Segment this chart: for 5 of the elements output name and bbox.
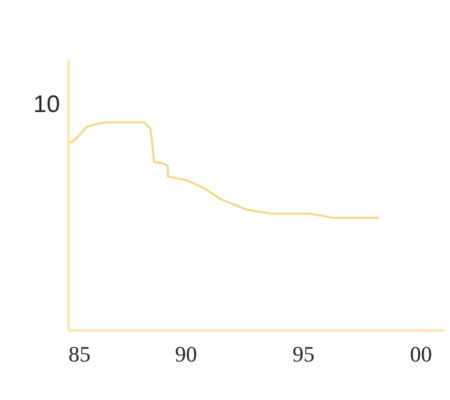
x-tick-label: 85	[68, 342, 90, 366]
x-tick-label: 95	[292, 342, 314, 366]
x-tick-label: 90	[174, 342, 197, 366]
text: 10	[33, 91, 60, 118]
x-tick-label: 00	[410, 342, 432, 366]
